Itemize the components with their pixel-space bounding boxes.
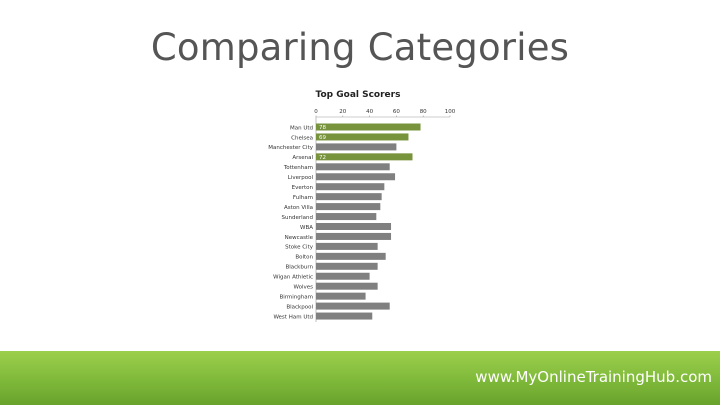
- data-label: 78: [319, 125, 326, 131]
- bar: [316, 133, 409, 141]
- bar: [316, 232, 392, 240]
- bar: [316, 193, 382, 201]
- category-label: Wolves: [293, 285, 313, 291]
- x-tick-label: 40: [366, 109, 373, 115]
- bar: [316, 302, 390, 310]
- footer-bar: [0, 351, 720, 405]
- category-label: Wigan Athletic: [273, 275, 313, 281]
- bar: [316, 262, 378, 270]
- x-tick-label: 0: [314, 109, 318, 115]
- category-label: Blackpool: [286, 304, 313, 310]
- x-tick-label: 60: [393, 109, 400, 115]
- category-label: Tottenham: [283, 165, 313, 171]
- bar: [316, 183, 385, 191]
- category-label: Birmingham: [279, 294, 313, 300]
- category-label: Sunderland: [282, 215, 313, 221]
- bar: [316, 282, 378, 290]
- category-label: Liverpool: [288, 175, 314, 181]
- bar: [316, 213, 377, 221]
- category-label: Blackburn: [285, 265, 313, 271]
- category-label: Manchester City: [268, 145, 313, 151]
- bar: [316, 163, 390, 171]
- category-label: Aston Villa: [284, 205, 313, 211]
- bar: [316, 312, 373, 320]
- bar: [316, 173, 396, 181]
- category-label: West Ham Utd: [273, 314, 313, 320]
- bar: [316, 252, 386, 260]
- slide-title: Comparing Categories: [150, 26, 570, 69]
- bar: [316, 272, 370, 280]
- bar: [316, 203, 381, 211]
- category-label: WBA: [300, 225, 313, 231]
- category-label: Arsenal: [292, 155, 313, 161]
- x-tick-label: 20: [339, 109, 346, 115]
- category-label: Chelsea: [291, 135, 313, 141]
- bar-chart: Top Goal Scorers 0 20 40 60 80 100 Man Utd 78 Che…: [268, 90, 456, 322]
- data-label: 72: [319, 155, 326, 161]
- bar: [316, 143, 397, 151]
- data-label: 69: [319, 135, 326, 141]
- category-label: Bolton: [295, 255, 313, 261]
- bar: [316, 242, 378, 250]
- category-label: Stoke City: [285, 245, 314, 251]
- bar: [316, 223, 392, 230]
- bar: [316, 123, 421, 131]
- bar: [316, 292, 366, 300]
- footer-url: www.MyOnlineTrainingHub.com: [475, 368, 712, 386]
- bar: [316, 153, 413, 161]
- x-tick-label: 100: [445, 109, 456, 115]
- chart-title: Top Goal Scorers: [316, 90, 401, 100]
- category-label: Fulham: [293, 195, 313, 201]
- x-tick-label: 80: [420, 109, 427, 115]
- category-label: Man Utd: [290, 125, 313, 131]
- category-label: Everton: [292, 185, 314, 191]
- category-label: Newcastle: [285, 235, 314, 241]
